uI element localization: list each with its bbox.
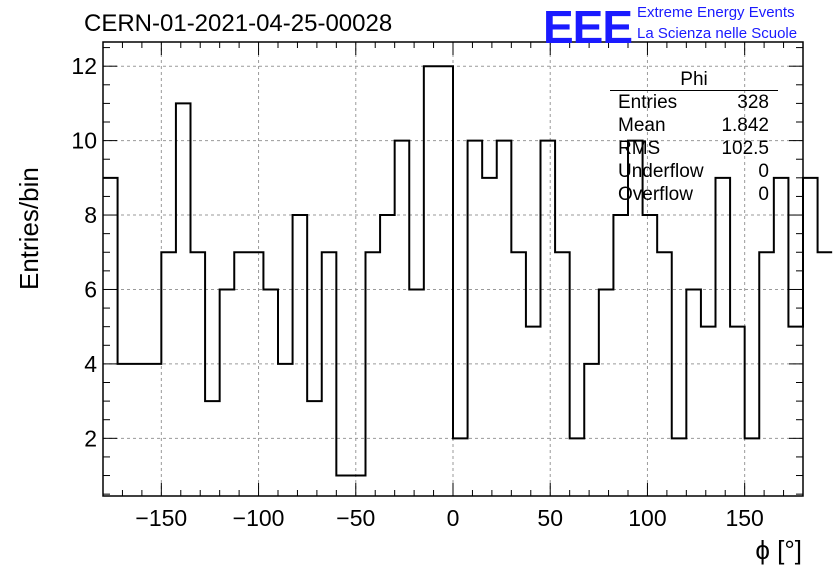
logo-subtitle-line2: La Scienza nelle Scuole [637,25,798,42]
histogram-bin [424,66,439,496]
histogram-bin [380,215,395,496]
x-tick-label: 100 [628,505,666,531]
histogram-bin [249,252,264,496]
y-tick-label: 2 [84,425,97,451]
x-tick-label: −100 [233,505,285,531]
x-tick-label: 0 [447,505,460,531]
stats-key: Underflow [618,161,704,182]
histogram-bin [438,66,453,496]
stats-row-overflow: Overflow 0 [610,183,778,206]
histogram-bin [103,178,118,496]
stats-key: Overflow [618,184,693,205]
histogram-bin [176,103,191,496]
stats-row-entries: Entries 328 [610,91,778,114]
y-tick-label: 6 [84,276,97,302]
y-tick-label: 8 [84,202,97,228]
histogram-bin [147,364,162,496]
histogram-bin [234,252,249,496]
histogram-series-line [103,65,833,477]
histogram-bin [555,252,570,496]
histogram-bin [118,364,133,496]
histogram-bin [643,215,658,496]
histogram-bin [774,178,789,496]
stats-row-rms: RMS 102.5 [610,137,778,160]
histogram-bin [293,215,308,496]
histogram-bin [541,141,556,496]
histogram-bin [132,364,147,496]
histogram-bin [803,178,818,496]
chart-title: CERN-01-2021-04-25-00028 [84,10,393,37]
histogram-bin [701,327,716,496]
histogram-bin [395,141,410,496]
stats-value: 0 [758,161,769,182]
x-axis-label: ϕ [°] [755,535,802,565]
histogram-bin [686,289,701,496]
stats-key: Mean [618,115,666,136]
stats-value: 328 [737,92,769,113]
histogram-bin [307,401,322,496]
histogram-bin [497,141,512,496]
histogram-bin [599,289,614,496]
histogram-bin [336,476,351,496]
histogram-bin [205,401,220,496]
y-axis-label: Entries/bin [14,167,44,290]
x-tick-label: 50 [537,505,563,531]
histogram-bin [482,178,497,496]
histogram-bin [322,252,337,496]
stats-value: 1.842 [721,115,769,136]
histogram-bin [351,476,366,496]
stats-divider [610,90,778,91]
histogram-bin [161,252,176,496]
histogram-bin [453,438,468,496]
y-tick-label: 4 [84,351,97,377]
histogram-bin [511,252,526,496]
histogram-bin [468,141,483,496]
histogram-bin [657,252,672,496]
stats-title: Phi [680,69,708,90]
histogram-bin [788,327,803,496]
histogram-bin [366,252,381,496]
histogram-bin [613,215,628,496]
x-tick-label: −150 [135,505,187,531]
stats-value: 102.5 [721,138,769,159]
x-tick-label: 150 [725,505,763,531]
histogram-bin [818,252,833,496]
histogram-bin [263,289,278,496]
stats-row-mean: Mean 1.842 [610,114,778,137]
histogram-bin [191,252,206,496]
stats-row-underflow: Underflow 0 [610,160,778,183]
x-tick-label: −50 [336,505,375,531]
y-tick-label: 10 [71,128,97,154]
stats-key: Entries [618,92,678,113]
stats-box: Phi Entries 328 Mean 1.842 RMS 102.5 Und… [610,69,778,206]
histogram-bin [409,289,424,496]
histogram-bin [730,327,745,496]
y-tick-label: 12 [71,53,97,79]
histogram-bin [278,364,293,496]
histogram-bin [570,438,585,496]
eee-logo: EEE [543,1,633,53]
histogram-bin [759,252,774,496]
logo-subtitle-line1: Extreme Energy Events [637,4,795,21]
histogram-bin [745,438,760,496]
histogram-bin [584,364,599,496]
stats-value: 0 [758,184,769,205]
histogram-bin [716,178,731,496]
histogram-bin [526,327,541,496]
stats-key: RMS [618,138,661,159]
histogram-bin [220,289,235,496]
histogram-bin [672,438,687,496]
